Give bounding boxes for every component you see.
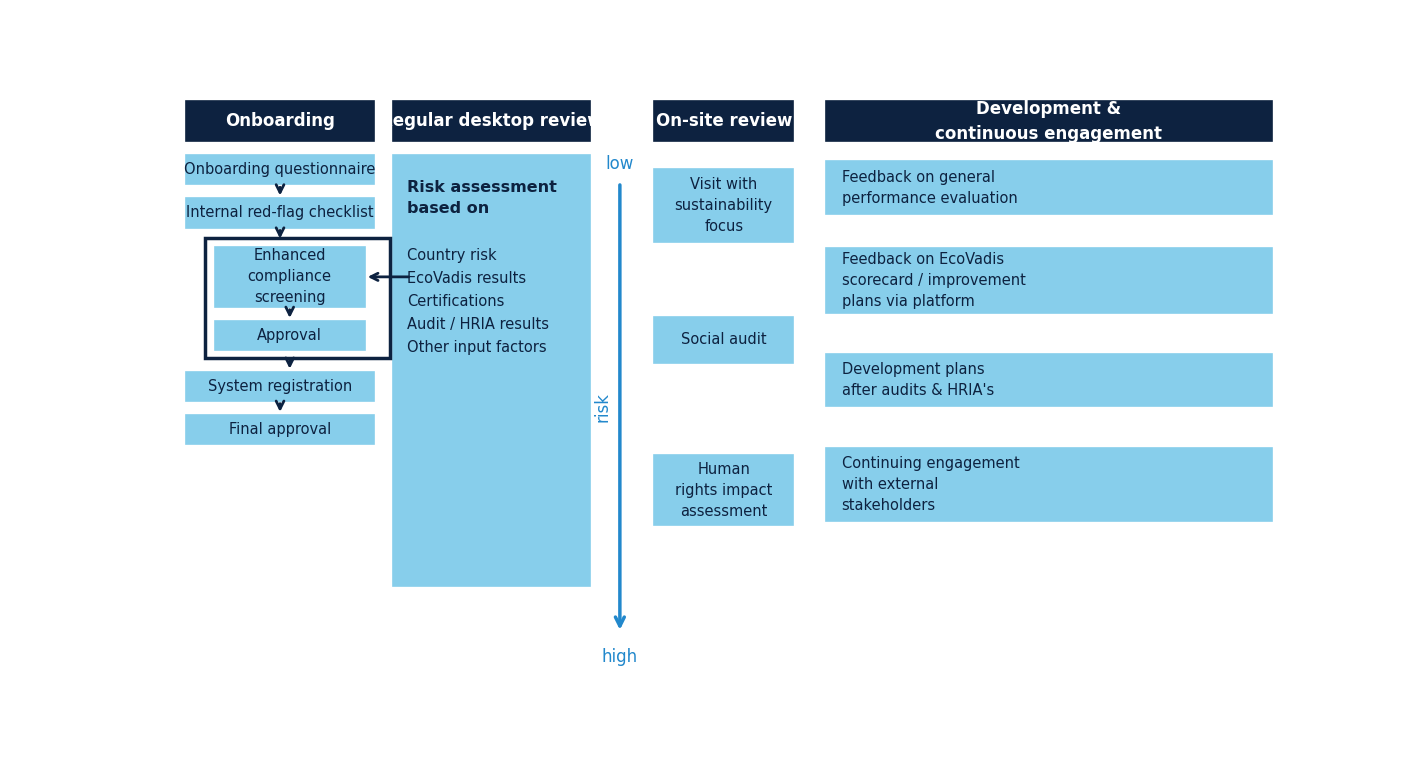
Bar	[654, 456, 794, 525]
Bar	[185, 155, 375, 184]
Text: Feedback on EcoVadis
scorecard / improvement
plans via platform: Feedback on EcoVadis scorecard / improve…	[842, 252, 1026, 309]
Text: Audit / HRIA results: Audit / HRIA results	[406, 317, 549, 332]
Text: Country risk: Country risk	[406, 248, 496, 263]
Text: EcoVadis results: EcoVadis results	[406, 271, 526, 286]
Text: Approval: Approval	[258, 328, 322, 343]
Bar	[826, 101, 1271, 141]
Text: Development plans
after audits & HRIA's: Development plans after audits & HRIA's	[842, 362, 993, 398]
Bar	[185, 198, 375, 228]
Text: Other input factors: Other input factors	[406, 340, 546, 355]
Text: Onboarding questionnaire: Onboarding questionnaire	[184, 162, 376, 177]
Bar	[826, 247, 1271, 313]
Text: Onboarding: Onboarding	[225, 112, 335, 130]
Text: On-site review: On-site review	[656, 112, 792, 130]
Text: Continuing engagement
with external
stakeholders: Continuing engagement with external stak…	[842, 456, 1019, 513]
Text: high: high	[601, 648, 638, 666]
Text: Regular desktop review: Regular desktop review	[380, 112, 603, 130]
Text: Feedback on general
performance evaluation: Feedback on general performance evaluati…	[842, 169, 1017, 206]
Bar	[654, 169, 794, 243]
Text: Social audit: Social audit	[681, 332, 767, 348]
Text: Visit with
sustainability
focus: Visit with sustainability focus	[674, 177, 772, 234]
Text: Development &
continuous engagement: Development & continuous engagement	[935, 100, 1163, 143]
Bar	[826, 161, 1271, 214]
Bar	[654, 101, 794, 141]
Bar	[185, 101, 375, 141]
Text: Internal red-flag checklist: Internal red-flag checklist	[187, 205, 373, 221]
Text: Enhanced
compliance
screening: Enhanced compliance screening	[248, 248, 332, 305]
Bar	[205, 238, 389, 358]
Text: Final approval: Final approval	[229, 422, 331, 437]
Text: Certifications: Certifications	[406, 294, 504, 309]
Bar	[215, 246, 365, 307]
Bar	[654, 317, 794, 363]
Bar	[826, 448, 1271, 521]
Bar	[185, 415, 375, 444]
Text: low: low	[606, 155, 634, 173]
Text: risk: risk	[594, 392, 611, 423]
Bar	[185, 371, 375, 401]
Bar	[393, 155, 590, 587]
Text: Risk assessment
based on: Risk assessment based on	[406, 179, 557, 215]
Text: System registration: System registration	[208, 379, 352, 394]
Bar	[826, 354, 1271, 406]
Text: Human
rights impact
assessment: Human rights impact assessment	[675, 462, 772, 519]
Bar	[215, 321, 365, 350]
Bar	[393, 101, 590, 141]
